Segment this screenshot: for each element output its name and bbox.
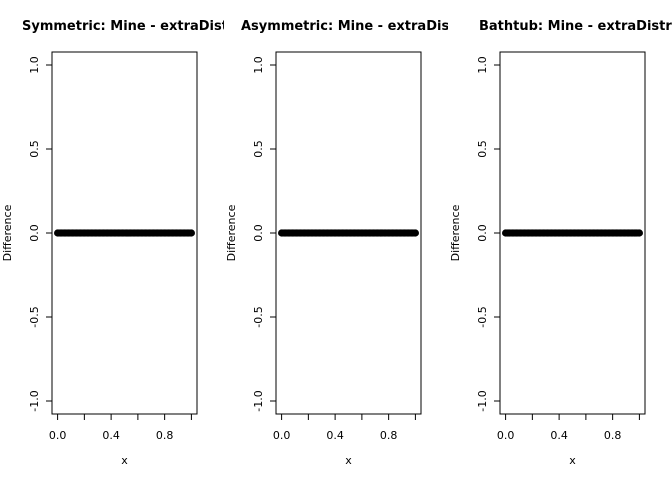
x-ticks: 0.0 0.4 0.8 bbox=[49, 414, 192, 442]
chart-title: Symmetric: Mine - extraDistr bbox=[22, 19, 235, 34]
y-tick-label: 1.0 bbox=[28, 56, 41, 74]
data-point bbox=[635, 229, 644, 237]
x-tick-label: 0.4 bbox=[550, 429, 568, 442]
x-ticks: 0.0 0.4 0.8 bbox=[273, 414, 416, 442]
y-ticks: -1.0 -0.5 0.0 0.5 1.0 bbox=[28, 56, 52, 412]
y-tick-label: 0.0 bbox=[476, 224, 489, 242]
chart-panel-bathtub: Bathtub: Mine - extraDistr 0.0 0.4 0.8 -1.… bbox=[449, 19, 672, 467]
x-axis-label: x bbox=[121, 454, 128, 467]
chart-panel-asymmetric: Asymmetric: Mine - extraDistr 0.0 0.4 0.8 … bbox=[225, 19, 462, 467]
y-tick-label: 0.5 bbox=[28, 140, 41, 158]
x-tick-label: 0.0 bbox=[273, 429, 291, 442]
y-ticks: -1.0 -0.5 0.0 0.5 1.0 bbox=[252, 56, 276, 412]
x-axis-label: x bbox=[569, 454, 576, 467]
y-tick-label: 0.5 bbox=[252, 140, 265, 158]
x-tick-label: 0.4 bbox=[326, 429, 344, 442]
y-tick-label: -0.5 bbox=[252, 306, 265, 327]
y-tick-label: 0.0 bbox=[28, 224, 41, 242]
y-tick-label: 1.0 bbox=[252, 56, 265, 74]
x-tick-label: 0.8 bbox=[604, 429, 622, 442]
x-tick-label: 0.0 bbox=[49, 429, 67, 442]
y-tick-label: 0.0 bbox=[252, 224, 265, 242]
x-tick-label: 0.8 bbox=[156, 429, 174, 442]
y-ticks: -1.0 -0.5 0.0 0.5 1.0 bbox=[476, 56, 500, 412]
x-ticks: 0.0 0.4 0.8 bbox=[497, 414, 640, 442]
y-tick-label: -1.0 bbox=[476, 390, 489, 411]
y-tick-label: -1.0 bbox=[28, 390, 41, 411]
chart-panel-symmetric: Symmetric: Mine - extraDistr 0.0 0.4 0.8 -… bbox=[1, 19, 235, 467]
y-tick-label: -0.5 bbox=[476, 306, 489, 327]
y-tick-label: -0.5 bbox=[28, 306, 41, 327]
x-tick-label: 0.4 bbox=[102, 429, 120, 442]
y-axis-label: Difference bbox=[1, 204, 14, 261]
x-tick-label: 0.8 bbox=[380, 429, 398, 442]
points-group bbox=[502, 229, 644, 237]
chart-title: Bathtub: Mine - extraDistr bbox=[479, 19, 672, 34]
points-group bbox=[54, 229, 195, 237]
data-point bbox=[411, 229, 419, 237]
y-tick-label: -1.0 bbox=[252, 390, 265, 411]
points-group bbox=[278, 229, 419, 237]
data-point bbox=[187, 229, 195, 237]
y-axis-label: Difference bbox=[225, 204, 238, 261]
y-tick-label: 0.5 bbox=[476, 140, 489, 158]
y-tick-label: 1.0 bbox=[476, 56, 489, 74]
y-axis-label: Difference bbox=[449, 204, 462, 261]
x-axis-label: x bbox=[345, 454, 352, 467]
chart-title: Asymmetric: Mine - extraDistr bbox=[241, 19, 462, 34]
x-tick-label: 0.0 bbox=[497, 429, 515, 442]
